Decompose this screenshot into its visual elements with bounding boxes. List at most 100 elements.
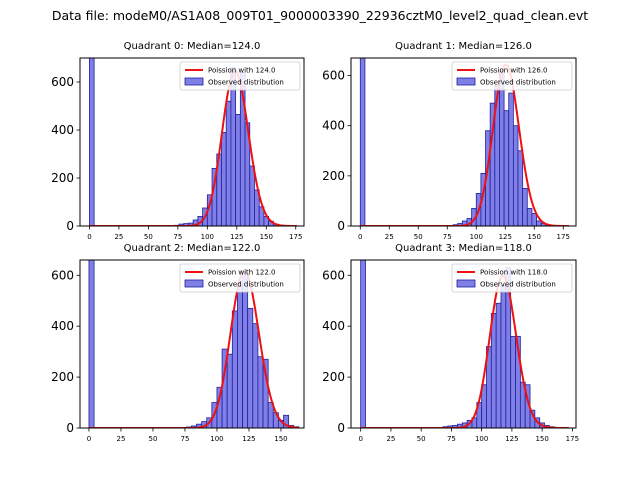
x-tick-label: 75 bbox=[173, 233, 182, 241]
legend-label-poisson: Poission with 122.0 bbox=[208, 269, 276, 277]
histogram-bar bbox=[495, 302, 502, 428]
x-tick-label: 175 bbox=[289, 233, 302, 241]
histogram-bar bbox=[226, 353, 233, 428]
quadrant-1-axes-frame bbox=[350, 57, 577, 227]
quadrant-3-ticks: 0 200 400 600 0 25 50 75 100 125 150 175 bbox=[322, 268, 579, 443]
quadrant-0-ticks: 0 200 400 600 0 25 50 75 100 125 150 175 bbox=[51, 75, 302, 241]
y-tick-label: 0 bbox=[337, 421, 345, 435]
quadrant-2-axes-frame bbox=[79, 259, 305, 429]
histogram-bar bbox=[512, 125, 519, 226]
legend-bar-swatch bbox=[184, 77, 204, 86]
y-tick-label: 600 bbox=[51, 75, 74, 89]
x-tick-label: 150 bbox=[535, 435, 548, 443]
histogram-bar bbox=[522, 187, 528, 226]
x-tick-label: 125 bbox=[230, 233, 243, 241]
histogram-bar bbox=[221, 131, 227, 226]
legend-bar-swatch bbox=[456, 77, 476, 86]
legend-label-observed: Observed distribution bbox=[208, 79, 284, 87]
quadrant-2-panel: Quadrant 2: Median=122.0 0 200 400 600 0 25 50… bbox=[51, 243, 305, 443]
y-tick-label: 0 bbox=[337, 219, 345, 233]
x-tick-label: 75 bbox=[180, 435, 189, 443]
y-tick-label: 400 bbox=[51, 123, 74, 137]
x-tick-label: 0 bbox=[358, 435, 362, 443]
legend-bar-swatch bbox=[184, 279, 204, 288]
histogram-bar bbox=[503, 110, 510, 226]
histogram-bar bbox=[225, 100, 232, 226]
histogram-bar bbox=[89, 58, 95, 226]
x-tick-label: 100 bbox=[475, 435, 488, 443]
legend-bar-swatch bbox=[456, 279, 476, 288]
x-tick-label: 75 bbox=[443, 233, 452, 241]
quadrant-3-axes-frame bbox=[350, 259, 577, 429]
quadrant-3-panel: Quadrant 3: Median=118.0 0 200 400 600 0 25 50… bbox=[322, 243, 579, 443]
legend-box bbox=[179, 61, 301, 91]
histogram-bar bbox=[230, 67, 237, 226]
quadrant-0-title: Quadrant 0: Median=124.0 bbox=[124, 41, 261, 52]
quadrant-3-poisson-curve bbox=[360, 274, 569, 428]
x-tick-label: 75 bbox=[447, 435, 456, 443]
legend-label-observed: Observed distribution bbox=[208, 281, 284, 289]
x-tick-label: 100 bbox=[470, 233, 483, 241]
x-tick-label: 0 bbox=[87, 233, 91, 241]
y-tick-label: 400 bbox=[322, 319, 345, 333]
histogram-bar bbox=[247, 307, 254, 428]
legend-box bbox=[451, 263, 573, 293]
histogram-bar bbox=[508, 92, 514, 226]
histogram-bar bbox=[262, 358, 269, 428]
legend-box bbox=[451, 61, 573, 91]
quadrant-3-legend: Poission with 118.0 Observed distributio… bbox=[451, 263, 573, 293]
x-tick-label: 50 bbox=[417, 435, 426, 443]
histogram-bar bbox=[531, 213, 537, 226]
y-tick-label: 600 bbox=[51, 268, 74, 282]
x-tick-label: 175 bbox=[557, 233, 570, 241]
x-tick-label: 150 bbox=[274, 435, 287, 443]
x-tick-label: 175 bbox=[566, 435, 579, 443]
quadrant-2-title: Quadrant 2: Median=122.0 bbox=[124, 243, 261, 254]
histogram-bar bbox=[231, 310, 238, 428]
quadrant-0-panel: Quadrant 0: Median=124.0 0 200 400 600 0 25 50… bbox=[51, 41, 305, 241]
y-tick-label: 600 bbox=[322, 69, 345, 83]
histogram-bar bbox=[249, 165, 255, 226]
quadrant-1-poisson-curve bbox=[360, 63, 570, 226]
histogram-bar bbox=[252, 323, 259, 428]
quadrant-1-legend: Poission with 126.0 Observed distributio… bbox=[451, 61, 573, 91]
legend-label-poisson: Poission with 124.0 bbox=[208, 67, 276, 75]
x-tick-label: 100 bbox=[201, 233, 214, 241]
x-tick-label: 50 bbox=[148, 435, 157, 443]
x-tick-label: 100 bbox=[210, 435, 223, 443]
y-tick-label: 200 bbox=[322, 169, 345, 183]
histogram-bar bbox=[499, 70, 505, 226]
x-tick-label: 150 bbox=[260, 233, 273, 241]
quadrant-1-ticks: 0 200 400 600 0 25 50 75 100 125 150 175 bbox=[322, 69, 570, 241]
quadrant-0-poisson-curve bbox=[89, 70, 297, 226]
x-tick-label: 25 bbox=[114, 233, 123, 241]
y-tick-label: 200 bbox=[322, 370, 345, 384]
quadrant-1-panel: Quadrant 1: Median=126.0 0 200 400 600 0 25 50… bbox=[322, 41, 577, 241]
quadrant-1-title: Quadrant 1: Median=126.0 bbox=[395, 41, 532, 52]
x-tick-label: 25 bbox=[386, 435, 395, 443]
y-tick-label: 600 bbox=[322, 268, 345, 282]
legend-label-observed: Observed distribution bbox=[480, 281, 556, 289]
histogram-bar bbox=[235, 114, 241, 226]
legend-box bbox=[179, 263, 301, 293]
y-tick-label: 400 bbox=[322, 119, 345, 133]
x-tick-label: 125 bbox=[242, 435, 255, 443]
legend-label-observed: Observed distribution bbox=[480, 79, 556, 87]
y-tick-label: 400 bbox=[51, 319, 74, 333]
legend-label-poisson: Poission with 118.0 bbox=[480, 269, 548, 277]
x-tick-label: 125 bbox=[499, 233, 512, 241]
histogram-bar bbox=[526, 208, 533, 226]
y-tick-label: 200 bbox=[51, 171, 74, 185]
x-tick-label: 50 bbox=[414, 233, 423, 241]
legend-label-poisson: Poission with 126.0 bbox=[480, 67, 548, 75]
quadrant-2-ticks: 0 200 400 600 0 25 50 75 100 125 150 bbox=[51, 268, 288, 443]
x-tick-label: 0 bbox=[358, 233, 362, 241]
histogram-bar bbox=[257, 356, 264, 428]
y-tick-label: 0 bbox=[66, 219, 74, 233]
x-tick-label: 125 bbox=[505, 435, 518, 443]
quadrant-0-axes-frame bbox=[79, 57, 305, 227]
figure-title: Data file: modeM0/AS1A08_009T01_90000033… bbox=[51, 8, 589, 23]
histogram-bar bbox=[481, 384, 487, 428]
histogram-bar bbox=[360, 260, 366, 428]
